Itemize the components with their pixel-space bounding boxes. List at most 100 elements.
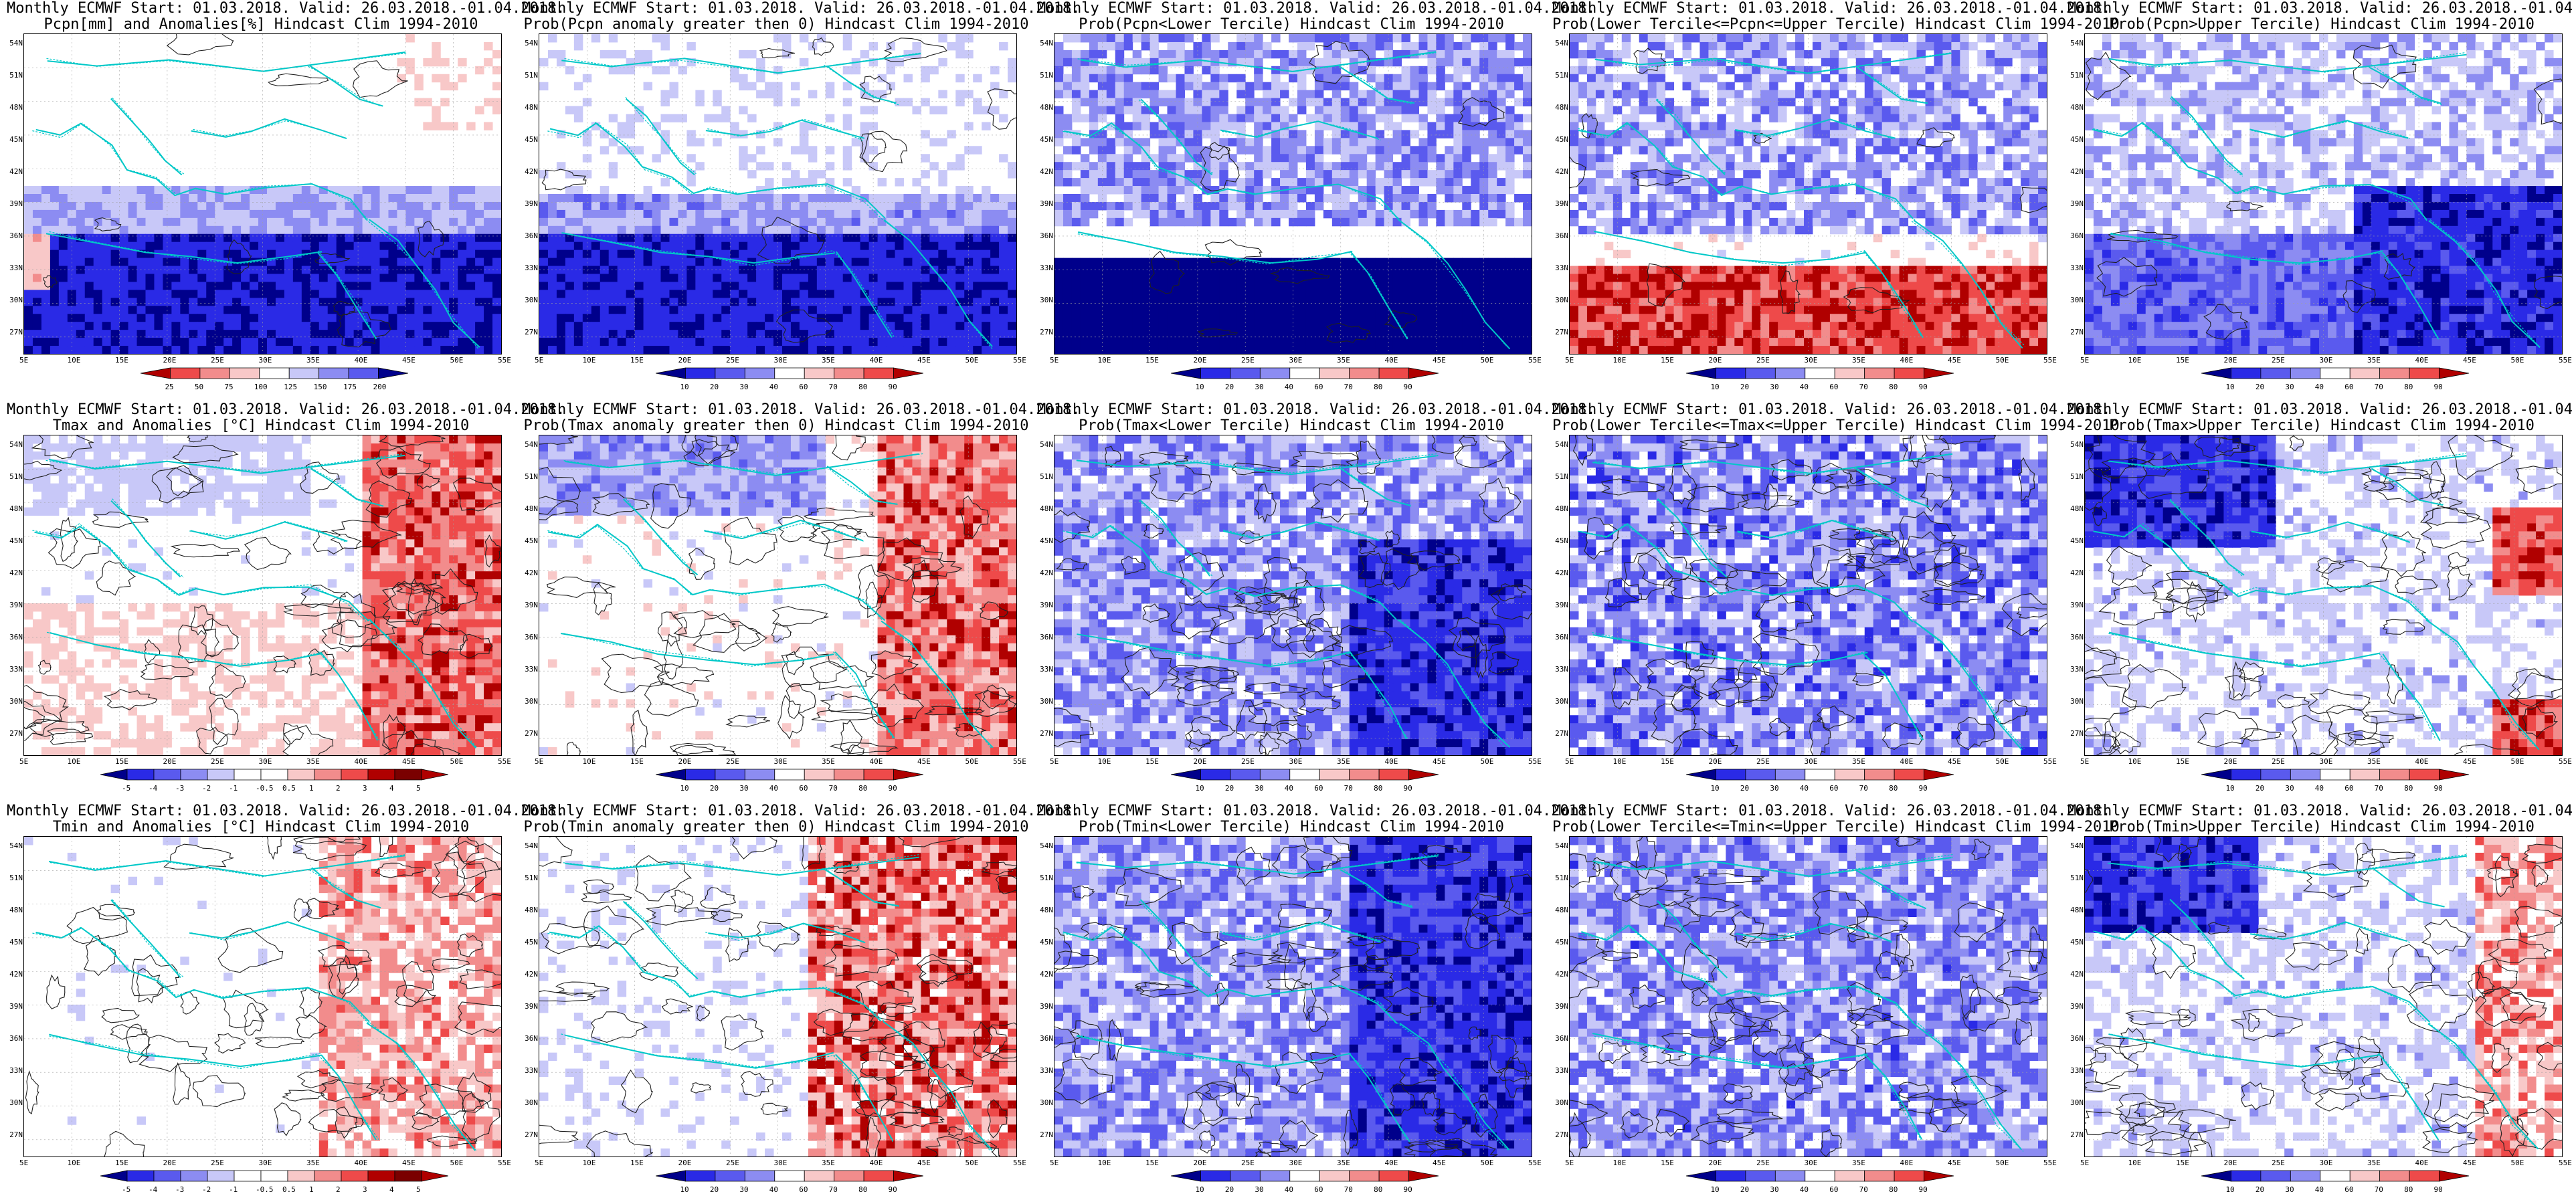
lat-tick-label: 45N <box>7 536 23 545</box>
colorbar-tick-label: 20 <box>1740 784 1749 793</box>
lon-tick-label: 30E <box>1289 356 1303 365</box>
colorbar-tick-label: 25 <box>165 383 173 391</box>
lat-tick-label: 54N <box>1037 39 1053 47</box>
lon-tick-label: 40E <box>1385 356 1398 365</box>
map-area <box>23 836 502 1157</box>
lat-tick-label: 48N <box>7 504 23 513</box>
lat-tick-label: 51N <box>522 874 538 882</box>
lat-tick-label: 48N <box>1037 504 1053 513</box>
lon-tick-label: 45E <box>2463 356 2476 365</box>
lon-tick-label: 5E <box>2080 356 2089 365</box>
lon-tick-label: 5E <box>1050 757 1059 766</box>
lat-tick-label: 36N <box>2067 633 2084 641</box>
colorbar-tick-label: 20 <box>710 383 719 391</box>
colorbar-tick-label: 80 <box>1889 784 1898 793</box>
colorbar-tick-label: 70 <box>829 784 838 793</box>
lon-tick-label: 15E <box>2176 356 2189 365</box>
colorbar-tick-label: -3 <box>175 1185 184 1194</box>
map-area <box>23 435 502 756</box>
lat-tick-label: 33N <box>2067 1066 2084 1075</box>
lat-tick-label: 48N <box>1552 103 1568 112</box>
lat-tick-label: 45N <box>7 135 23 144</box>
colorbar-tick-label: 4 <box>389 1185 394 1194</box>
colorbar-tick-label: 20 <box>1225 1185 1234 1194</box>
colorbar-tick-label: -4 <box>149 1185 157 1194</box>
colorbar-tick-label: 60 <box>2344 383 2353 391</box>
lon-tick-label: 40E <box>1900 1159 1914 1167</box>
lat-tick-label: 30N <box>1552 296 1568 304</box>
lat-tick-label: 51N <box>1037 71 1053 80</box>
colorbar-tick-label: 80 <box>1374 784 1382 793</box>
lat-tick-label: 54N <box>1552 440 1568 449</box>
lat-tick-label: 30N <box>1037 1098 1053 1107</box>
colorbar-tick-label: 70 <box>1859 1185 1868 1194</box>
colorbar-tick-label: 90 <box>1404 1185 1412 1194</box>
colorbar-tick-label: 70 <box>829 383 838 391</box>
colorbar-tick-label: 90 <box>1404 383 1412 391</box>
colorbar-tick-label: 70 <box>1859 784 1868 793</box>
panel-header: Monthly ECMWF Start: 01.03.2018. Valid: … <box>522 803 1080 819</box>
lon-tick-label: 25E <box>211 356 224 365</box>
colorbar-tick-label: 10 <box>1710 1185 1719 1194</box>
lat-tick-label: 51N <box>7 71 23 80</box>
colorbar-tick-label: 60 <box>799 383 808 391</box>
lat-tick-label: 30N <box>522 296 538 304</box>
colorbar-tick-label: 40 <box>1800 784 1809 793</box>
lon-tick-label: 30E <box>2320 356 2333 365</box>
lat-tick-label: 48N <box>2067 906 2084 914</box>
lon-tick-label: 30E <box>259 356 272 365</box>
lon-tick-label: 25E <box>1241 1159 1255 1167</box>
lon-tick-label: 35E <box>822 757 835 766</box>
lat-tick-label: 51N <box>7 472 23 481</box>
map-area <box>1054 836 1532 1157</box>
colorbar-tick-label: 40 <box>769 383 778 391</box>
colorbar-tick-label: 70 <box>1344 1185 1353 1194</box>
lat-tick-label: 45N <box>1037 536 1053 545</box>
lon-tick-label: 35E <box>306 757 320 766</box>
lon-tick-label: 55E <box>1013 757 1026 766</box>
colorbar-tick-label: 90 <box>889 383 897 391</box>
lat-tick-label: 39N <box>1037 1002 1053 1011</box>
lat-tick-label: 27N <box>7 328 23 336</box>
colorbar-tick-label: 70 <box>1344 784 1353 793</box>
colorbar-tick-label: 10 <box>680 784 688 793</box>
map-panel-pcpn-low: Monthly ECMWF Start: 01.03.2018. Valid: … <box>1037 0 1595 401</box>
colorbar <box>656 768 923 781</box>
lat-tick-label: 27N <box>522 1130 538 1139</box>
map-panel-pcpn-gt0: Monthly ECMWF Start: 01.03.2018. Valid: … <box>522 0 1080 401</box>
lon-tick-label: 45E <box>1433 757 1446 766</box>
panel-title: Pcpn[mm] and Anomalies[%] Hindcast Clim … <box>7 16 515 33</box>
lat-tick-label: 48N <box>2067 103 2084 112</box>
lat-tick-label: 42N <box>1552 970 1568 979</box>
colorbar-tick-label: 40 <box>1800 1185 1809 1194</box>
lon-tick-label: 55E <box>1013 356 1026 365</box>
lat-tick-label: 39N <box>7 199 23 208</box>
colorbar <box>1171 768 1439 781</box>
panel-header: Monthly ECMWF Start: 01.03.2018. Valid: … <box>522 401 1080 418</box>
lat-tick-label: 36N <box>522 231 538 240</box>
lon-tick-label: 15E <box>630 356 644 365</box>
lon-tick-label: 5E <box>2080 757 2089 766</box>
lat-tick-label: 27N <box>7 729 23 738</box>
map-panel-tmin-anom: Monthly ECMWF Start: 01.03.2018. Valid: … <box>7 803 565 1204</box>
lat-tick-label: 30N <box>1037 296 1053 304</box>
lat-tick-label: 42N <box>7 569 23 577</box>
panel-header: Monthly ECMWF Start: 01.03.2018. Valid: … <box>1552 401 2110 418</box>
colorbar-tick-label: 40 <box>1800 383 1809 391</box>
panel-title: Prob(Tmin anomaly greater then 0) Hindca… <box>522 819 1030 835</box>
lat-tick-label: 30N <box>2067 296 2084 304</box>
lat-tick-label: 27N <box>2067 1130 2084 1139</box>
colorbar-tick-label: 90 <box>1919 383 1928 391</box>
colorbar-tick-label: 60 <box>1314 383 1323 391</box>
colorbar-tick-label: 10 <box>2225 383 2234 391</box>
colorbar-tick-label: 60 <box>799 784 808 793</box>
lon-tick-label: 5E <box>1565 1159 1574 1167</box>
lat-tick-label: 42N <box>1037 167 1053 176</box>
panel-title: Prob(Tmin<Lower Tercile) Hindcast Clim 1… <box>1037 819 1546 835</box>
colorbar-tick-label: 40 <box>1285 383 1293 391</box>
colorbar-tick-label: 20 <box>710 784 719 793</box>
lon-tick-label: 25E <box>1756 1159 1770 1167</box>
panel-header: Monthly ECMWF Start: 01.03.2018. Valid: … <box>7 0 565 17</box>
lat-tick-label: 30N <box>2067 697 2084 706</box>
colorbar-tick-label: 40 <box>2315 383 2324 391</box>
